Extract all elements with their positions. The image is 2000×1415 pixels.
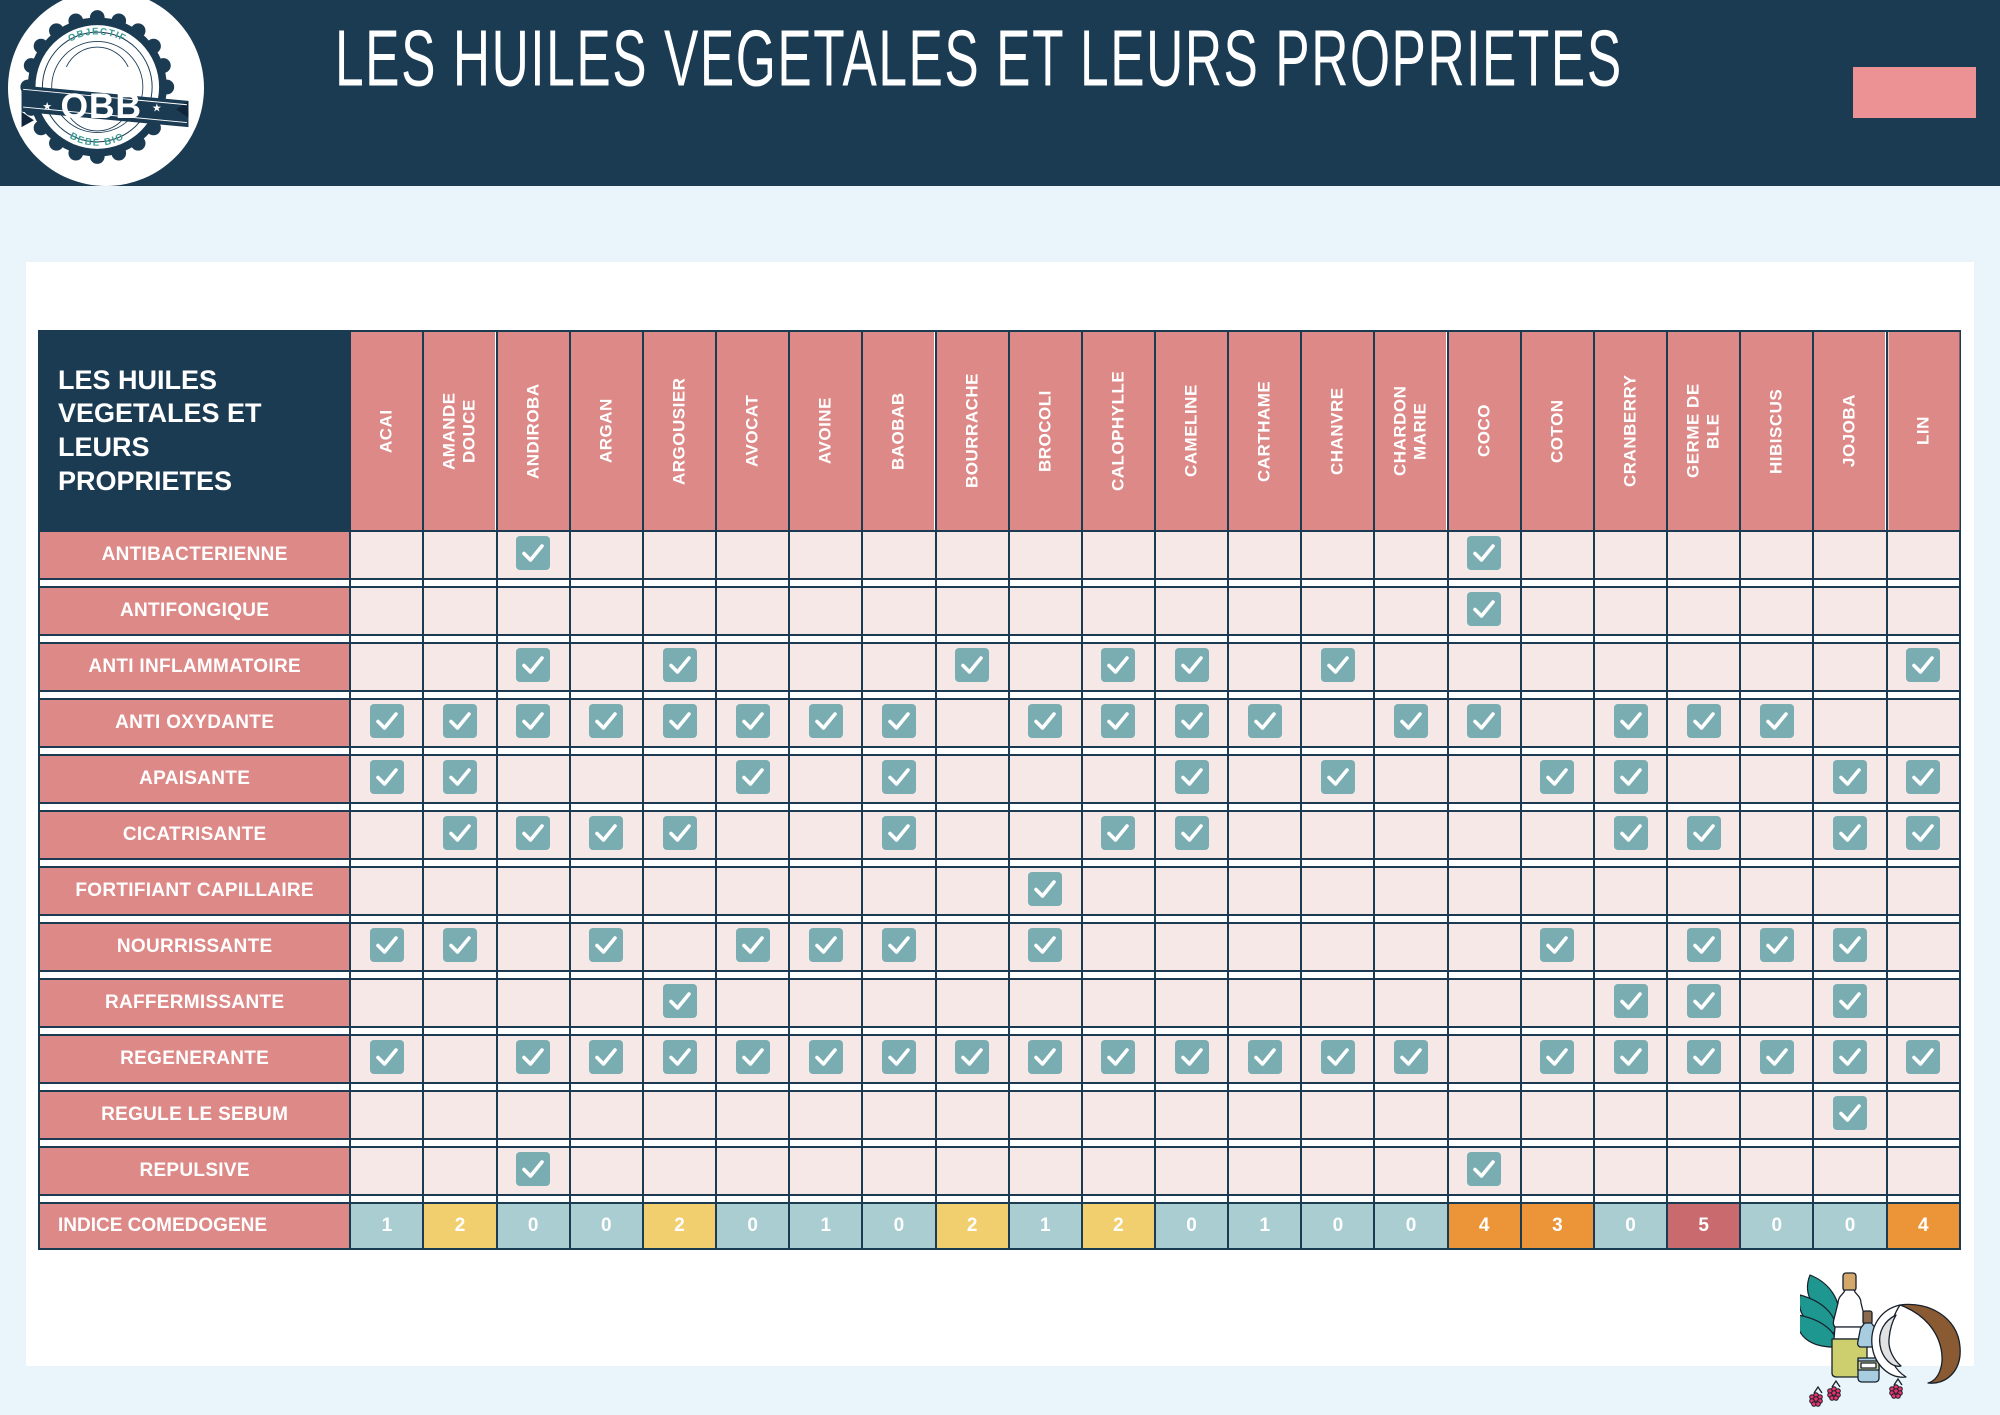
svg-text:★: ★ bbox=[42, 101, 52, 113]
svg-text:★: ★ bbox=[152, 103, 162, 115]
svg-text:OBB: OBB bbox=[60, 86, 141, 126]
